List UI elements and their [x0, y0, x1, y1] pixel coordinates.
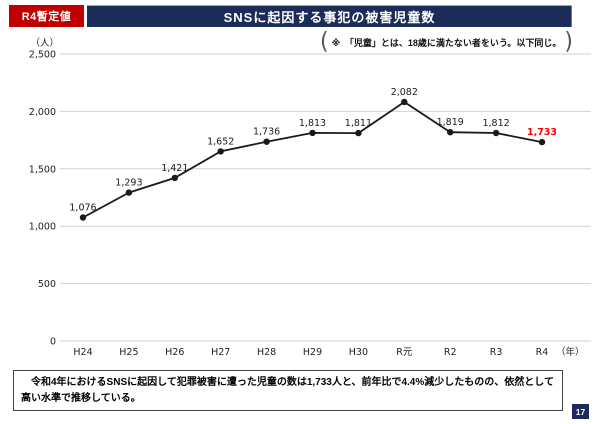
page-number-badge: 17: [572, 404, 589, 419]
y-axis-unit-label: （人）: [30, 37, 59, 49]
y-tick-label: 0: [50, 337, 56, 348]
data-point: [492, 129, 500, 137]
y-tick-label: 1,500: [29, 164, 56, 175]
note-open-bracket-icon: (: [320, 28, 329, 55]
data-point: [171, 174, 178, 182]
x-tick-label: R元: [396, 347, 413, 358]
x-axis-unit-label: （年）: [556, 346, 585, 358]
data-point: [79, 214, 87, 221]
x-tick-label: H28: [257, 347, 276, 358]
y-tick-label: 1,000: [29, 222, 56, 233]
summary-text: 令和4年におけるSNSに起因して犯罪被害に遭った児童の数は1,733人と、前年比…: [21, 377, 554, 404]
page-title: SNSに起因する事犯の被害児童数: [223, 9, 436, 25]
data-point-label: 1,733: [527, 127, 557, 138]
data-point: [309, 129, 316, 137]
data-point-label: 1,736: [253, 127, 280, 138]
y-tick-label: 500: [38, 279, 56, 290]
x-tick-label: R2: [444, 347, 457, 358]
note-text: ※ 「児童」とは、18歳に満たない者をいう。以下同じ。: [331, 37, 562, 48]
data-point: [401, 98, 408, 106]
y-tick-label: 2,500: [29, 50, 56, 61]
x-tick-label: H24: [73, 347, 92, 358]
x-tick-label: H30: [349, 347, 368, 358]
x-tick-label: R3: [490, 347, 503, 358]
data-point-label: 1,812: [482, 118, 509, 129]
data-point-label: 1,076: [69, 203, 96, 214]
data-point-label: 1,652: [207, 136, 234, 147]
data-point: [263, 138, 270, 145]
note-box: ( ※ 「児童」とは、18歳に満たない者をいう。以下同じ。 ): [320, 30, 573, 54]
data-point-label: 1,421: [161, 163, 188, 174]
x-tick-label: R4: [536, 347, 549, 358]
data-point-label: 1,293: [115, 178, 142, 189]
note-close-bracket-icon: ): [564, 28, 573, 55]
data-point: [217, 148, 224, 155]
x-tick-label: H29: [303, 347, 322, 358]
x-tick-label: H25: [119, 347, 138, 358]
data-point-label: 1,819: [437, 117, 464, 128]
x-tick-label: H27: [211, 347, 230, 358]
x-tick-label: H26: [165, 347, 184, 358]
data-point: [538, 138, 546, 146]
title-bar: SNSに起因する事犯の被害児童数: [87, 5, 572, 27]
data-point-label: 2,082: [391, 87, 418, 98]
data-point: [447, 129, 454, 136]
summary-box: 令和4年におけるSNSに起因して犯罪被害に遭った児童の数は1,733人と、前年比…: [13, 370, 563, 411]
data-point: [125, 189, 133, 196]
y-tick-label: 2,000: [29, 107, 56, 118]
data-point: [355, 129, 362, 137]
provisional-value-badge: R4暫定値: [9, 5, 84, 27]
data-point-label: 1,811: [345, 118, 372, 129]
data-point-label: 1,813: [299, 118, 326, 129]
